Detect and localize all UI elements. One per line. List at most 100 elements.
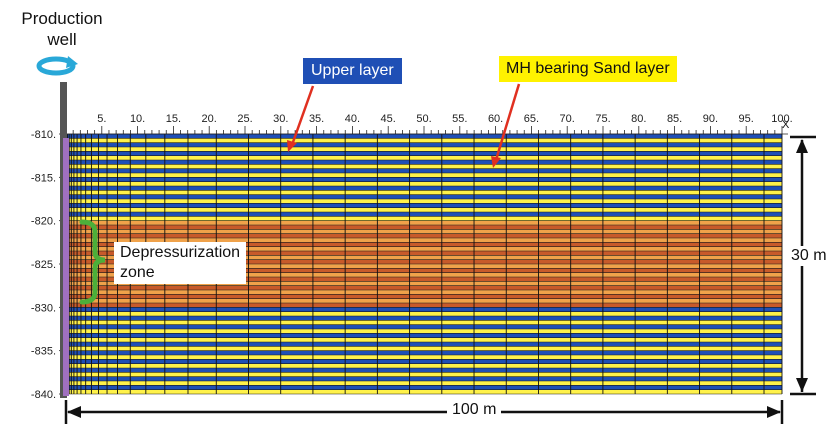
sand-band — [66, 190, 782, 195]
x-tick-label: 100. — [771, 113, 792, 125]
x-tick-label: 25. — [237, 113, 252, 125]
depress-band — [66, 225, 782, 230]
y-tick-label: -825. — [31, 259, 56, 271]
x-axis-name: X — [782, 119, 790, 131]
x-tick-labels: 5. 10. 15. 20. 25. 30. 35. 40. 45. 50. 55. 60. 65. 70… — [97, 113, 793, 125]
depress-band — [66, 268, 782, 273]
x-tick-label: 35. — [309, 113, 324, 125]
sand-layer-label: MH bearing Sand layer — [499, 56, 677, 82]
x-tick-label: 85. — [667, 113, 682, 125]
sand-band — [66, 355, 782, 360]
depress-band — [66, 259, 782, 264]
depress-band — [66, 298, 782, 303]
x-tick-label: 70. — [560, 113, 575, 125]
width-100m-label: 100 m — [447, 400, 502, 420]
y-tick-label: -830. — [31, 302, 56, 314]
sand-band — [66, 363, 782, 368]
x-tick-label: 30. — [273, 113, 288, 125]
upper-band — [66, 168, 782, 173]
y-tick-label: -815. — [31, 172, 56, 184]
x-tick-label: 55. — [452, 113, 467, 125]
upper-band — [66, 212, 782, 217]
sand-band — [66, 346, 782, 351]
production-well-title: Production well — [21, 9, 103, 49]
x-tick-label: 90. — [703, 113, 718, 125]
y-tick-label: -810. — [31, 129, 56, 141]
sand-band — [66, 216, 782, 221]
depress-band — [66, 281, 782, 286]
depress-band — [66, 229, 782, 234]
upper-band — [66, 342, 782, 347]
sand-band — [66, 138, 782, 143]
upper-band — [66, 316, 782, 321]
y-tick-label: -820. — [31, 216, 56, 228]
upper-band — [66, 376, 782, 381]
depress-band — [66, 251, 782, 256]
width-dimension — [64, 400, 784, 424]
x-tick-label: 15. — [166, 113, 181, 125]
sand-band — [66, 320, 782, 325]
rotation-arrow-icon — [36, 56, 78, 76]
sand-band — [66, 173, 782, 178]
sand-band — [66, 381, 782, 386]
depress-band — [66, 242, 782, 247]
depress-band — [66, 303, 782, 308]
x-tick-label: 80. — [631, 113, 646, 125]
height-dimension — [790, 135, 816, 396]
y-tick-label: -835. — [31, 346, 56, 358]
sand-band — [66, 155, 782, 160]
x-tick-label: 40. — [345, 113, 360, 125]
depressurization-brace — [79, 219, 106, 305]
upper-band — [66, 350, 782, 355]
sand-band — [66, 164, 782, 169]
upper-band — [66, 194, 782, 199]
x-tick-label: 65. — [524, 113, 539, 125]
upper-band — [66, 359, 782, 364]
upper-band — [66, 385, 782, 390]
depress-band — [66, 290, 782, 295]
sand-band — [66, 389, 782, 394]
x-tick-label: 60. — [488, 113, 503, 125]
upper-band — [66, 324, 782, 329]
depress-band — [66, 277, 782, 282]
upper-band — [66, 333, 782, 338]
depress-band — [66, 233, 782, 238]
sand-band — [66, 199, 782, 204]
height-30m-label: 30 m — [788, 246, 830, 266]
depressurization-zone-label: Depressurization zone — [114, 242, 247, 284]
sand-layer-arrow — [491, 83, 521, 168]
sand-band — [66, 372, 782, 377]
depress-band — [66, 294, 782, 299]
depress-band — [66, 272, 782, 277]
sand-band — [66, 337, 782, 342]
layer-bands — [66, 133, 782, 395]
sand-band — [66, 181, 782, 186]
depress-band — [66, 220, 782, 225]
upper-band — [66, 142, 782, 147]
x-tick-label: 50. — [416, 113, 431, 125]
upper-band — [66, 307, 782, 312]
x-tick-label: 5. — [97, 113, 106, 125]
upper-band — [66, 186, 782, 191]
x-tick-label: 10. — [130, 113, 145, 125]
upper-band — [66, 203, 782, 208]
upper-band — [66, 368, 782, 373]
sand-band — [66, 147, 782, 152]
sand-band — [66, 329, 782, 334]
upper-layer-label: Upper layer — [303, 58, 402, 84]
well-screen — [63, 138, 69, 396]
upper-band — [66, 134, 782, 139]
x-tick-label: 45. — [381, 113, 396, 125]
depress-band — [66, 246, 782, 251]
sand-band — [66, 207, 782, 212]
upper-band — [66, 177, 782, 182]
depress-band — [66, 238, 782, 243]
x-tick-label: 20. — [202, 113, 217, 125]
y-tick-label: -840. — [31, 389, 56, 401]
depress-band — [66, 264, 782, 269]
y-tick-labels: -810. -815. -820. -825. -830. -835. -840. — [31, 129, 56, 401]
x-tick-label: 95. — [739, 113, 754, 125]
sand-band — [66, 311, 782, 316]
x-tick-label: 75. — [595, 113, 610, 125]
